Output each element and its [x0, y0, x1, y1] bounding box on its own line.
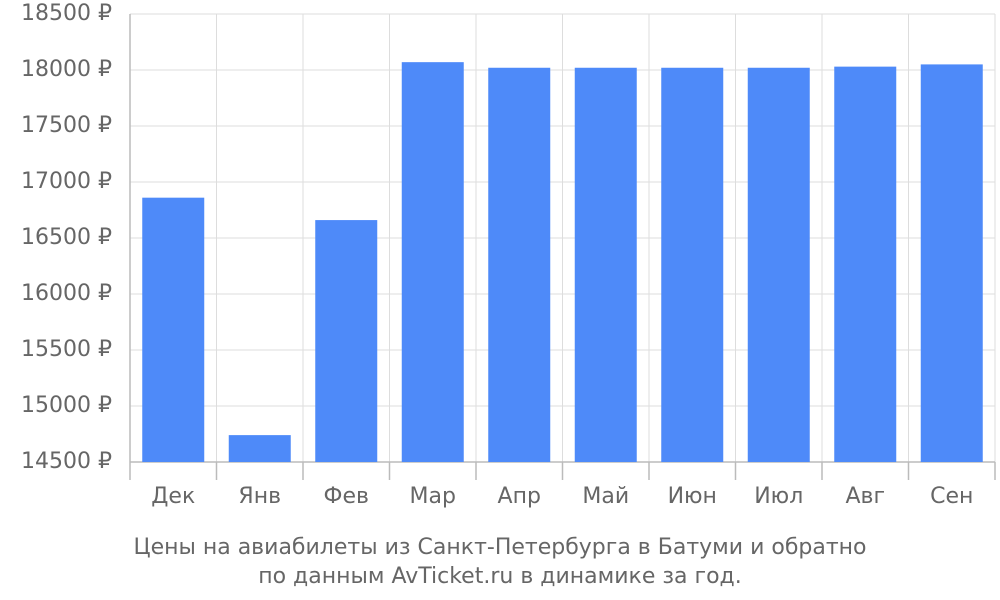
x-tick-label: Апр	[498, 484, 541, 509]
bar	[747, 67, 810, 462]
x-tick-label: Янв	[238, 484, 281, 509]
bar	[315, 220, 378, 462]
y-tick-label: 15000 ₽	[21, 393, 112, 418]
bar	[228, 435, 291, 462]
x-tick-label: Фев	[324, 484, 369, 509]
y-tick-label: 18000 ₽	[21, 57, 112, 82]
x-tick-label: Авг	[845, 484, 885, 509]
y-tick-label: 17000 ₽	[21, 169, 112, 194]
x-tick-label: Дек	[151, 484, 195, 509]
y-tick-label: 15500 ₽	[21, 337, 112, 362]
x-tick-label: Сен	[930, 484, 973, 509]
x-tick-label: Июн	[668, 484, 717, 509]
x-tick-label: Июл	[754, 484, 803, 509]
bar	[920, 64, 983, 463]
y-tick-label: 16000 ₽	[21, 281, 112, 306]
y-tick-label: 14500 ₽	[21, 449, 112, 474]
x-tick-label: Мар	[410, 484, 456, 509]
bar	[661, 67, 724, 462]
chart-subtitle: по данным AvTicket.ru в динамике за год.	[258, 564, 742, 589]
x-tick-label: Май	[582, 484, 629, 509]
bar	[401, 62, 464, 462]
bar	[574, 67, 637, 462]
bar	[834, 66, 897, 462]
y-tick-label: 17500 ₽	[21, 113, 112, 138]
bar	[142, 197, 205, 462]
y-tick-label: 18500 ₽	[21, 1, 112, 26]
bar	[488, 67, 551, 462]
y-tick-label: 16500 ₽	[21, 225, 112, 250]
chart-title: Цены на авиабилеты из Санкт-Петербурга в…	[133, 535, 866, 560]
